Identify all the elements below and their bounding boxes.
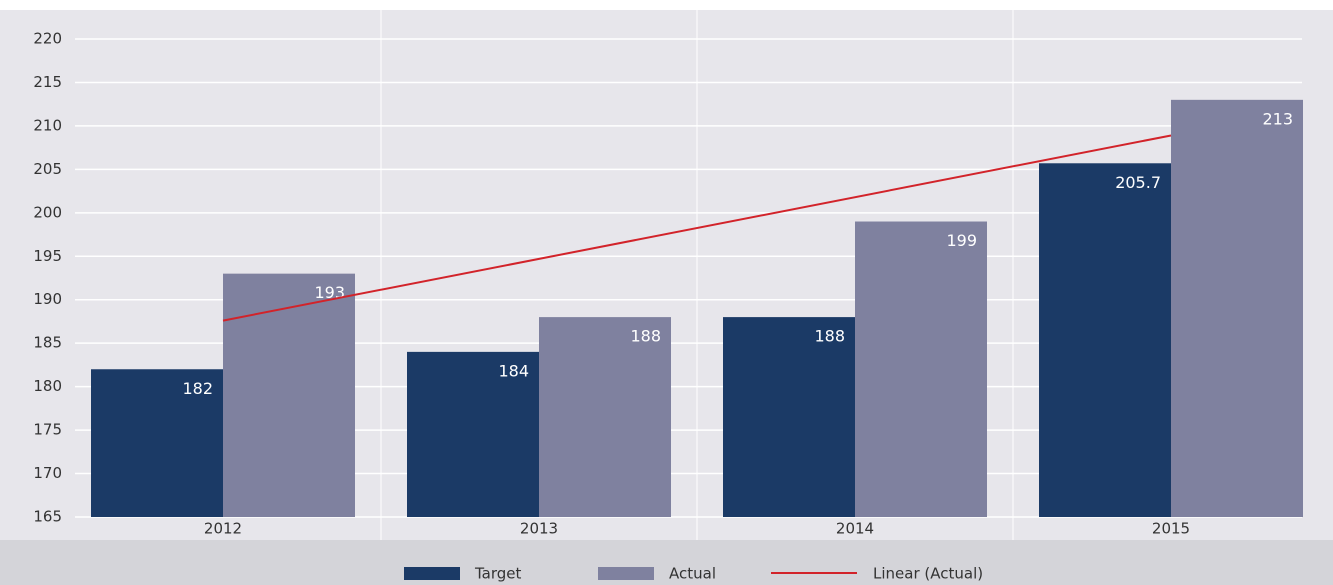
y-tick-label: 185 [33,334,62,352]
bar [539,317,671,517]
x-tick-label: 2015 [1152,520,1190,538]
bar [1039,163,1171,517]
x-tick-label: 2012 [204,520,242,538]
bar [855,221,987,517]
legend-label: Linear (Actual) [873,565,983,583]
y-tick-label: 180 [33,377,62,395]
y-tick-label: 170 [33,464,62,482]
bar [91,369,223,517]
data-label: 199 [946,231,977,250]
data-label: 188 [814,327,845,346]
data-label: 213 [1262,109,1293,128]
y-tick-label: 205 [33,160,62,178]
y-tick-label: 190 [33,290,62,308]
y-tick-label: 195 [33,247,62,265]
legend-label: Target [474,565,522,583]
x-tick-label: 2014 [836,520,874,538]
legend-background [0,540,1333,585]
data-label: 188 [630,327,661,346]
y-tick-label: 215 [33,73,62,91]
data-label: 205.7 [1115,173,1161,192]
trendline [222,134,1172,322]
bar [407,351,539,517]
y-tick-label: 200 [33,203,62,221]
y-tick-label: 220 [33,30,62,48]
y-tick-label: 210 [33,116,62,134]
legend-label: Actual [669,565,716,583]
data-label: 182 [182,379,213,398]
legend-swatch [598,567,654,580]
bar [223,273,355,517]
data-label: 184 [498,361,529,380]
y-tick-label: 165 [33,508,62,526]
bar [723,317,855,517]
legend-swatch [404,567,460,580]
y-tick-label: 175 [33,421,62,439]
bar [1171,99,1303,517]
x-tick-label: 2013 [520,520,558,538]
